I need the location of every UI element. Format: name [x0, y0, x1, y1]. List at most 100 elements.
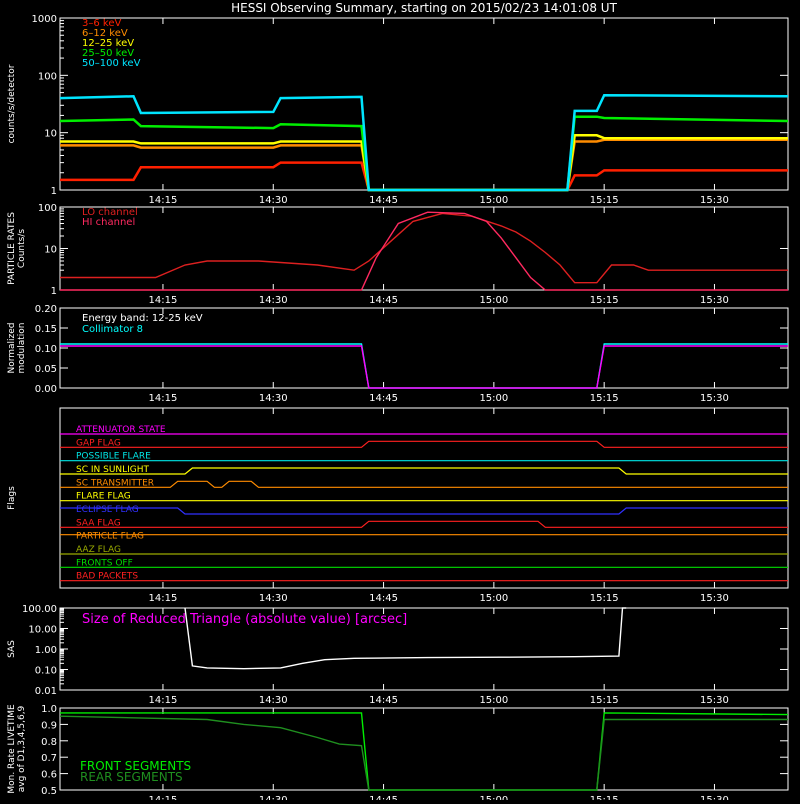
modulation-ytick-label: 0.00 — [35, 384, 57, 395]
modulation-xtick-label: 15:15 — [590, 393, 619, 404]
modulation-ytick-label: 0.10 — [35, 344, 57, 355]
flag-label-2: POSSIBLE FLARE — [76, 452, 151, 462]
livetime-ylabel: avg of D1,3,4,5,6,9 — [17, 705, 27, 792]
count-rates-xtick-label: 15:00 — [479, 195, 508, 206]
count-rates-ylabel: counts/s/detector — [7, 64, 17, 143]
particle-rates-xtick-label: 15:15 — [590, 295, 619, 306]
livetime-legend-1: REAR SEGMENTS — [80, 770, 183, 784]
livetime-ytick-label: 0.5 — [41, 786, 57, 797]
chart-title: HESSI Observing Summary, starting on 201… — [231, 1, 617, 15]
modulation-ytick-label: 0.05 — [35, 364, 57, 375]
sas-ytick-label: 100.00 — [22, 604, 57, 615]
flags-xtick-label: 15:00 — [479, 593, 508, 604]
modulation-xtick-label: 14:45 — [369, 393, 398, 404]
count-rates-ytick-label: 1000 — [32, 14, 57, 25]
particle-rates-legend-1: HI channel — [82, 217, 135, 228]
flag-label-6: ECLIPSE FLAG — [76, 505, 139, 515]
particle-rates-series-1 — [60, 211, 788, 291]
sas-annotation: Size of Reduced Triangle (absolute value… — [82, 612, 407, 627]
flag-label-10: FRONTS OFF — [76, 558, 133, 568]
count-rates-xtick-label: 15:15 — [590, 195, 619, 206]
count-rates-series-0 — [60, 161, 788, 192]
particle-rates-ytick-label: 10 — [44, 245, 57, 256]
count-rates-series-1 — [60, 138, 788, 192]
count-rates-legend-4: 50–100 keV — [82, 58, 141, 69]
count-rates-ytick-label: 100 — [38, 71, 57, 82]
count-rates-legend-0: 3–6 keV — [82, 18, 121, 29]
modulation-ylabel: Normalized — [7, 322, 17, 373]
count-rates-xtick-label: 14:45 — [369, 195, 398, 206]
count-rates-series-3 — [59, 115, 789, 192]
flag-label-8: PARTICLE FLAG — [76, 532, 144, 542]
particle-rates-xtick-label: 15:00 — [479, 295, 508, 306]
sas-ytick-label: 0.10 — [35, 666, 57, 677]
sas-xtick-label: 14:30 — [259, 695, 288, 706]
livetime-ytick-label: 0.8 — [41, 737, 57, 748]
flag-label-3: SC IN SUNLIGHT — [76, 465, 150, 475]
particle-rates-ytick-label: 1 — [51, 286, 57, 297]
count-rates-ytick-label: 1 — [51, 186, 57, 197]
particle-rates-ytick-label: 100 — [38, 203, 57, 214]
flag-line-3 — [60, 467, 788, 475]
livetime-xtick-label: 14:15 — [149, 795, 178, 800]
sas-ytick-label: 1.00 — [35, 645, 57, 656]
particle-rates-xtick-label: 15:30 — [700, 295, 729, 306]
livetime-ylabel: Mon. Rate LIVETIME — [7, 704, 17, 794]
sas-xtick-label: 15:15 — [590, 695, 619, 706]
particle-rates-series-0 — [60, 212, 788, 284]
count-rates-xtick-label: 14:30 — [259, 195, 288, 206]
flag-label-7: SAA FLAG — [76, 518, 121, 528]
particle-rates-xtick-label: 14:15 — [149, 295, 178, 306]
count-rates-legend-3: 25–50 keV — [82, 48, 134, 59]
flag-label-5: FLARE FLAG — [76, 492, 131, 502]
count-rates-ytick-label: 10 — [44, 129, 57, 140]
livetime-ytick-label: 0.9 — [41, 720, 57, 731]
modulation-xtick-label: 14:15 — [149, 393, 178, 404]
livetime-xtick-label: 15:30 — [700, 795, 729, 800]
livetime-series-1 — [59, 715, 788, 791]
flags-ylabel: Flags — [7, 486, 17, 510]
livetime-xtick-label: 15:00 — [479, 795, 508, 800]
count-rates-frame — [59, 17, 789, 191]
flags-xtick-label: 14:45 — [369, 593, 398, 604]
count-rates-legend-1: 6–12 keV — [82, 28, 128, 39]
flag-line-4 — [60, 480, 788, 488]
flag-label-11: BAD PACKETS — [76, 572, 138, 582]
livetime-xtick-label: 14:45 — [369, 795, 398, 800]
sas-xtick-label: 14:45 — [369, 695, 398, 706]
livetime-xtick-label: 15:15 — [590, 795, 619, 800]
flag-line-1 — [60, 440, 788, 448]
flag-label-9: AAZ FLAG — [76, 545, 121, 555]
particle-rates-legend-0: LO channel — [82, 207, 138, 218]
count-rates-legend-2: 12–25 keV — [82, 38, 134, 49]
flag-line-7 — [60, 520, 788, 528]
flags-xtick-label: 15:30 — [700, 593, 729, 604]
livetime-xtick-label: 14:30 — [259, 795, 288, 800]
modulation-series-0 — [60, 343, 788, 389]
modulation-xtick-label: 14:30 — [259, 393, 288, 404]
particle-rates-xtick-label: 14:30 — [259, 295, 288, 306]
flags-xtick-label: 14:15 — [149, 593, 178, 604]
particle-rates-ylabel: Counts/s — [17, 229, 27, 268]
modulation-ylabel: modulation — [17, 323, 27, 374]
modulation-legend-0: Collimator 8 — [82, 324, 143, 335]
flag-line-6 — [60, 507, 788, 515]
modulation-ytick-label: 0.20 — [35, 304, 57, 315]
livetime-ytick-label: 0.6 — [41, 770, 57, 781]
modulation-annotation: Energy band: 12-25 keV — [82, 313, 203, 324]
flags-frame — [59, 407, 789, 589]
flag-label-1: GAP FLAG — [76, 438, 121, 448]
particle-rates-frame — [59, 206, 789, 291]
count-rates-xtick-label: 15:30 — [700, 195, 729, 206]
flag-label-4: SC TRANSMITTER — [76, 478, 154, 488]
livetime-ytick-label: 0.7 — [41, 753, 57, 764]
modulation-xtick-label: 15:30 — [700, 393, 729, 404]
flag-label-0: ATTENUATOR STATE — [76, 425, 166, 435]
sas-ytick-label: 0.01 — [35, 686, 57, 697]
modulation-xtick-label: 15:00 — [479, 393, 508, 404]
count-rates-xtick-label: 14:15 — [149, 195, 178, 206]
sas-xtick-label: 15:00 — [479, 695, 508, 706]
modulation-ytick-label: 0.15 — [35, 324, 57, 335]
